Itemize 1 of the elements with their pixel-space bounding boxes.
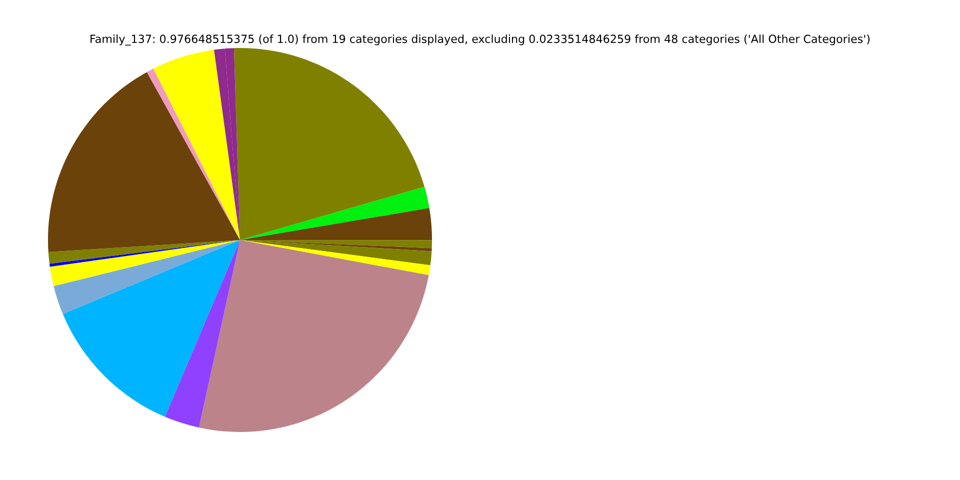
- text: Family_137: 0.976648515375 (of 1.0) from 19 categories displayed, excluding 0.0233514846259 from 48 categories ('All Other Categories'): [90, 34, 870, 46]
